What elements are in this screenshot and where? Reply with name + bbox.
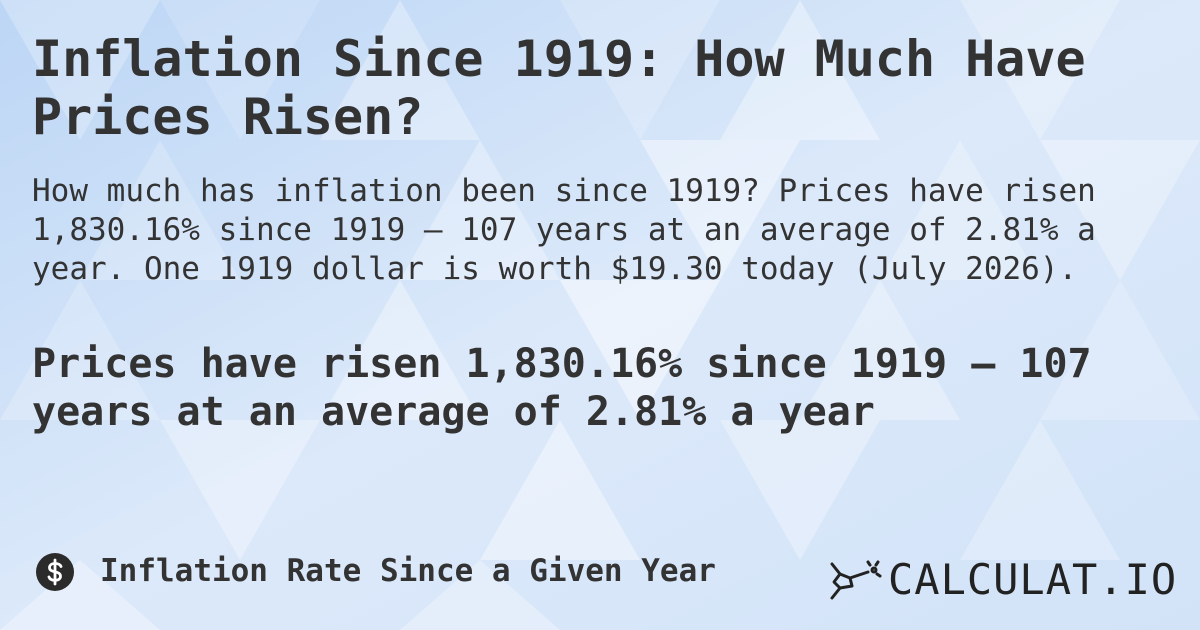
headline: Prices have risen 1,830.16% since 1919 —… — [32, 341, 1092, 435]
logo-icon — [830, 560, 882, 600]
category-link[interactable]: Inflation Rate Since a Given Year — [100, 553, 716, 589]
dollar-icon — [36, 553, 74, 591]
description: How much has inflation been since 1919? … — [32, 173, 1096, 287]
title: Inflation Since 1919: How Much Have Pric… — [32, 30, 1086, 146]
brand[interactable]: CALCULAT.IO — [888, 555, 1178, 604]
